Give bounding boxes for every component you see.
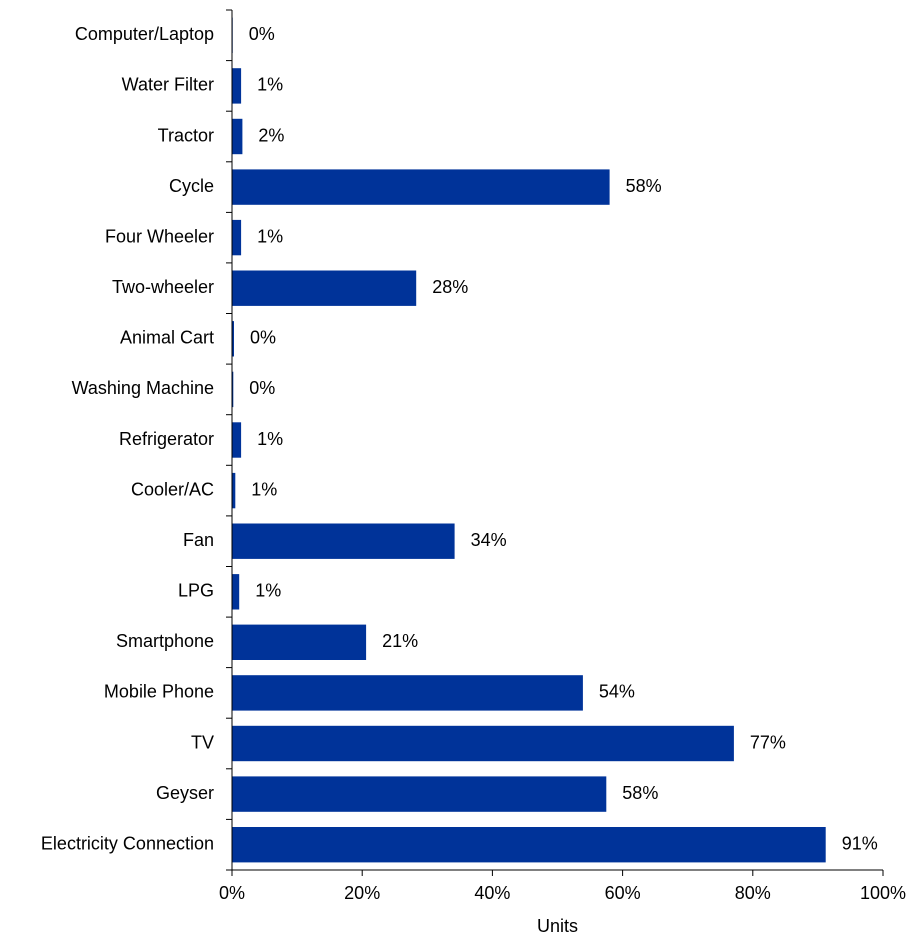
category-label: Fan xyxy=(183,530,214,550)
bar xyxy=(232,169,610,205)
bar xyxy=(232,624,367,660)
x-tick-label: 80% xyxy=(735,883,771,903)
x-axis-ticks: 0% 20% 40% 60% 80% 100% xyxy=(219,870,906,903)
value-label: 1% xyxy=(257,429,283,449)
value-label: 1% xyxy=(255,581,281,601)
value-label: 28% xyxy=(432,277,468,297)
value-label: 1% xyxy=(257,75,283,95)
value-label: 0% xyxy=(250,328,276,348)
bar xyxy=(232,827,826,863)
category-label: LPG xyxy=(178,581,214,601)
category-label: Smartphone xyxy=(116,631,214,651)
bar xyxy=(232,523,455,559)
bar xyxy=(232,118,243,155)
category-label: Animal Cart xyxy=(120,328,214,348)
bar xyxy=(232,574,240,610)
category-label: Four Wheeler xyxy=(105,226,214,246)
x-tick-label: 20% xyxy=(344,883,380,903)
bar xyxy=(232,68,242,104)
bar xyxy=(232,675,583,711)
x-tick-label: 40% xyxy=(474,883,510,903)
value-label: 91% xyxy=(842,833,878,853)
category-label: Refrigerator xyxy=(119,429,214,449)
value-label: 0% xyxy=(249,378,275,398)
bar xyxy=(232,321,234,357)
y-axis-ticks xyxy=(226,9,232,871)
category-label: Geyser xyxy=(156,783,214,803)
x-tick-label: 0% xyxy=(219,883,245,903)
category-label: Washing Machine xyxy=(72,378,214,398)
category-label: Electricity Connection xyxy=(41,833,214,853)
value-label: 77% xyxy=(750,732,786,752)
value-label: 1% xyxy=(257,226,283,246)
x-tick-label: 60% xyxy=(605,883,641,903)
bar xyxy=(232,270,417,306)
value-label: 34% xyxy=(471,530,507,550)
bar xyxy=(232,776,607,812)
category-label: Mobile Phone xyxy=(104,682,214,702)
value-label: 2% xyxy=(258,125,284,145)
category-label: Cycle xyxy=(169,176,214,196)
bar xyxy=(232,219,242,256)
category-label: Two-wheeler xyxy=(112,277,214,297)
x-tick-label: 100% xyxy=(860,883,906,903)
value-label: 54% xyxy=(599,682,635,702)
value-label: 0% xyxy=(249,24,275,44)
bar xyxy=(232,725,734,762)
category-label: Tractor xyxy=(158,125,214,145)
x-axis-title: Units xyxy=(537,916,578,936)
bar xyxy=(232,371,234,408)
category-label: TV xyxy=(191,732,214,752)
bar xyxy=(232,472,236,509)
bar xyxy=(232,422,242,458)
value-label: 1% xyxy=(251,479,277,499)
value-labels: 0% 1% 2% 58% 1% 28% 0% 0% 1% 1% 34% 1% 21% 54% 77% 58% 9… xyxy=(249,24,878,853)
category-label: Cooler/AC xyxy=(131,479,214,499)
bars-group xyxy=(232,17,826,863)
category-label: Computer/Laptop xyxy=(75,24,214,44)
value-label: 58% xyxy=(626,176,662,196)
value-label: 58% xyxy=(622,783,658,803)
value-label: 21% xyxy=(382,631,418,651)
category-labels: Computer/Laptop Water Filter Tractor Cycle F… xyxy=(41,24,214,853)
category-label: Water Filter xyxy=(122,75,214,95)
